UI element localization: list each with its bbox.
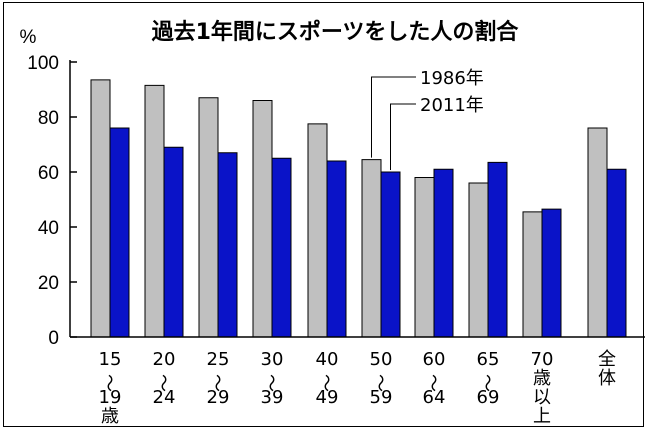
bar-series1-5 bbox=[361, 159, 382, 338]
y-tick-label: 60 bbox=[38, 163, 59, 184]
x-tick-label: 歳 bbox=[101, 406, 119, 427]
y-axis-unit-label: % bbox=[20, 27, 37, 48]
x-tick-label: 19 bbox=[99, 387, 122, 408]
y-tick-label: 0 bbox=[48, 328, 59, 349]
x-tick-label: 〜 bbox=[152, 374, 173, 392]
x-tick-label: 〜 bbox=[476, 374, 497, 392]
bar-series1-6 bbox=[414, 177, 435, 338]
x-tick-label: 〜 bbox=[315, 374, 336, 392]
x-tick-label: 64 bbox=[423, 387, 446, 408]
bar-series1-0 bbox=[90, 79, 111, 338]
y-tick-label: 100 bbox=[27, 53, 59, 74]
x-tick-label: 30 bbox=[261, 349, 284, 370]
legend-label-1986: 1986年 bbox=[420, 68, 484, 89]
y-tick-label: 80 bbox=[38, 108, 59, 129]
bar-series2-0 bbox=[109, 127, 130, 338]
x-tick-label: 15 bbox=[99, 349, 122, 370]
x-tick-label: 〜 bbox=[206, 374, 227, 392]
x-tick-label: 全 bbox=[598, 349, 616, 370]
x-tick-label: 歳 bbox=[533, 368, 551, 389]
bar-series1-9 bbox=[587, 127, 608, 338]
x-tick-label: 〜 bbox=[98, 374, 119, 392]
x-tick-label: 以 bbox=[533, 387, 551, 408]
bar-series1-3 bbox=[252, 100, 273, 338]
x-tick-label: 59 bbox=[370, 387, 393, 408]
x-tick-label: 60 bbox=[423, 349, 446, 370]
bar-series1-4 bbox=[307, 123, 328, 338]
x-tick-label: 〜 bbox=[369, 374, 390, 392]
x-tick-label: 49 bbox=[316, 387, 339, 408]
x-tick-label: 20 bbox=[153, 349, 176, 370]
bar-series2-4 bbox=[326, 160, 347, 338]
bar-series2-9 bbox=[606, 168, 627, 338]
bar-series1-7 bbox=[468, 182, 489, 338]
chart-title: 過去1年間にスポーツをした人の割合 bbox=[152, 19, 520, 45]
x-tick-label: 24 bbox=[153, 387, 176, 408]
x-tick-label: 70 bbox=[531, 349, 554, 370]
bar-series2-3 bbox=[271, 157, 292, 338]
bar-series2-5 bbox=[380, 171, 401, 338]
x-tick-label: 29 bbox=[207, 387, 230, 408]
x-tick-label: 〜 bbox=[422, 374, 443, 392]
x-tick-label: 65 bbox=[477, 349, 500, 370]
legend-label-2011: 2011年 bbox=[420, 95, 484, 116]
bar-series1-1 bbox=[144, 84, 165, 338]
bar-series1-2 bbox=[198, 97, 219, 338]
bar-series1-8 bbox=[522, 211, 543, 338]
bar-series2-8 bbox=[541, 208, 562, 338]
legend-leader-2011 bbox=[390, 103, 416, 170]
x-tick-label: 上 bbox=[533, 406, 551, 427]
bar-series2-2 bbox=[217, 152, 238, 338]
x-tick-label: 39 bbox=[261, 387, 284, 408]
x-tick-label: 25 bbox=[207, 349, 230, 370]
bar-series2-7 bbox=[487, 161, 508, 338]
legend-leader-1986 bbox=[371, 76, 416, 158]
x-tick-label: 体 bbox=[598, 368, 616, 389]
x-tick-label: 50 bbox=[370, 349, 393, 370]
bar-series2-1 bbox=[163, 146, 184, 338]
y-tick-label: 40 bbox=[38, 218, 59, 239]
y-tick-label: 20 bbox=[38, 273, 59, 294]
x-tick-label: 〜 bbox=[260, 374, 281, 392]
chart-frame: 過去1年間にスポーツをした人の割合 % 0 20 40 60 80 100 15 〜 19 歳 2… bbox=[3, 2, 645, 427]
x-tick-label: 40 bbox=[316, 349, 339, 370]
bar-series2-6 bbox=[433, 168, 454, 338]
x-tick-label: 69 bbox=[477, 387, 500, 408]
